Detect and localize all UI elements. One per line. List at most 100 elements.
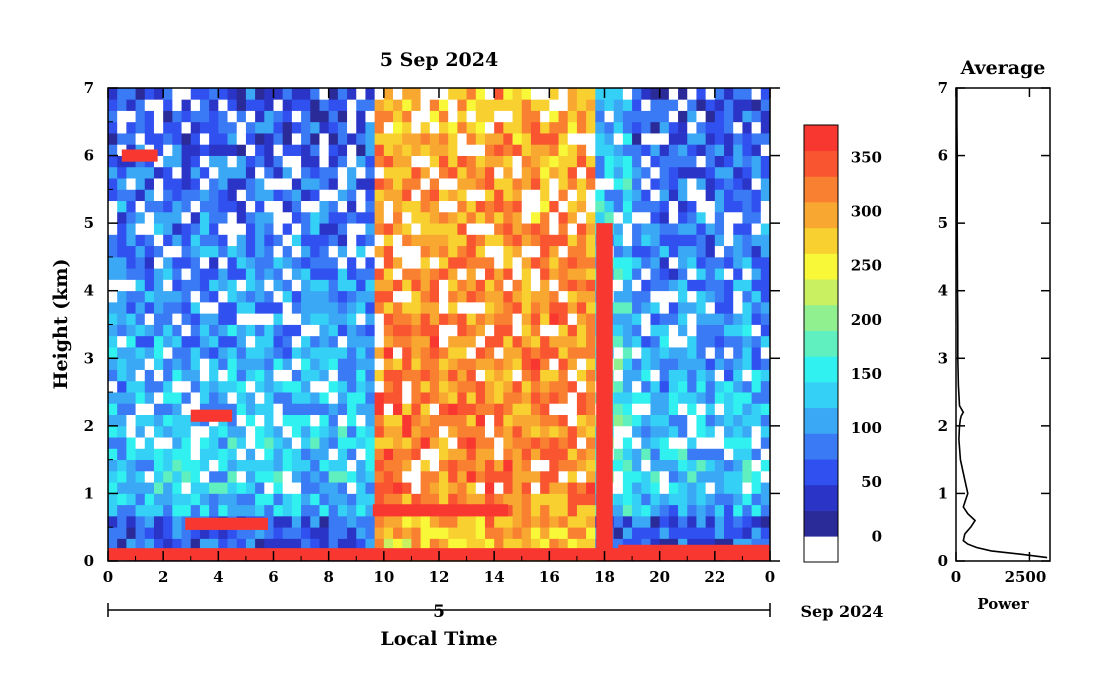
heatmap-cell: [705, 538, 716, 551]
heatmap-cell: [576, 200, 587, 213]
heatmap-cell: [540, 403, 550, 415]
heatmap-cell: [457, 347, 467, 359]
heatmap-cell: [181, 178, 192, 190]
heatmap-cell: [411, 211, 422, 224]
heatmap-cell: [153, 504, 164, 517]
heatmap-cell: [328, 234, 339, 247]
colorbar-frame: [803, 124, 839, 563]
heatmap-cell: [687, 245, 697, 258]
heatmap-cell: [291, 313, 302, 325]
heatmap-cell: [549, 459, 559, 472]
heatmap-cell: [650, 279, 661, 292]
heatmap-cell: [678, 245, 688, 258]
heatmap-cell: [255, 245, 265, 258]
heatmap-cell: [503, 437, 513, 449]
heatmap-cell: [475, 369, 486, 382]
heatmap-cell: [724, 88, 734, 100]
heatmap-cell: [319, 470, 330, 483]
heatmap-cell: [236, 448, 247, 461]
heatmap-cell: [751, 88, 762, 100]
heatmap-cell: [521, 369, 532, 382]
heatmap-cell: [383, 414, 394, 427]
profile-frame: [955, 87, 1051, 562]
heatmap-cell: [521, 189, 532, 202]
heatmap-cell: [126, 347, 136, 359]
heatmap-cell: [209, 313, 219, 325]
heatmap-cell: [705, 448, 716, 461]
heatmap-cell: [475, 538, 486, 551]
heatmap-cell: [641, 482, 651, 494]
heatmap-cell: [530, 279, 541, 292]
heatmap-cell: [521, 290, 532, 303]
heatmap-cell: [540, 369, 550, 382]
heatmap-cell: [512, 290, 523, 303]
heatmap-cell: [273, 256, 284, 269]
heatmap-cell: [282, 324, 293, 337]
heatmap-cell: [439, 256, 449, 269]
heatmap-cell: [687, 515, 697, 528]
heatmap-cell: [411, 256, 422, 269]
heatmap-cell: [172, 538, 182, 551]
heatmap-cell: [117, 403, 127, 415]
heatmap-cell: [576, 538, 587, 551]
heatmap-cell: [751, 155, 762, 168]
heatmap-cell: [255, 313, 265, 325]
heatmap-cell: [236, 459, 247, 472]
heatmap-cell: [163, 301, 173, 314]
heatmap-cell: [558, 470, 569, 483]
heatmap-cell: [393, 335, 403, 348]
heatmap-cell: [714, 324, 725, 337]
heatmap-cell: [135, 493, 146, 506]
heatmap-cell: [742, 121, 753, 134]
heatmap-cell: [659, 301, 670, 314]
heatmap-cell: [245, 504, 256, 517]
heatmap-cell: [172, 133, 182, 145]
heatmap-cell: [245, 437, 256, 449]
heatmap-cell: [742, 279, 753, 292]
heatmap-cell: [733, 223, 743, 235]
heatmap-cell: [126, 437, 136, 449]
heatmap-cell: [227, 155, 238, 168]
heatmap-cell: [448, 358, 458, 370]
heatmap-cell: [153, 279, 164, 292]
heatmap-cell: [724, 504, 734, 517]
heatmap-cell: [172, 211, 182, 224]
heatmap-cell: [319, 437, 330, 449]
heatmap-cell: [576, 144, 587, 156]
heatmap-cell: [328, 279, 339, 292]
heatmap-cell: [466, 403, 477, 415]
heatmap-cell: [273, 121, 284, 134]
heatmap-cell: [586, 324, 596, 337]
heatmap-cell: [724, 99, 734, 111]
heatmap-cell: [549, 133, 559, 145]
heatmap-cell: [218, 470, 228, 483]
heatmap-cell: [420, 538, 431, 551]
heatmap-cell: [420, 470, 431, 483]
heatmap-cell: [521, 358, 532, 370]
heatmap-cell: [356, 178, 366, 190]
heatmap-cell: [724, 437, 734, 449]
heatmap-cell: [411, 358, 422, 370]
heatmap-cell: [448, 369, 458, 382]
heatmap-cell: [218, 380, 228, 393]
heatmap-cell: [420, 211, 431, 224]
heatmap-cell: [742, 256, 753, 269]
heatmap-cell: [273, 178, 284, 190]
heatmap-cell: [576, 88, 587, 100]
heatmap-cell: [641, 223, 651, 235]
heatmap-cell: [742, 380, 753, 393]
heatmap-cell: [236, 99, 247, 111]
heatmap-cell: [503, 504, 513, 517]
heatmap-cell: [108, 178, 118, 190]
heatmap-cell: [632, 482, 642, 494]
heatmap-cell: [236, 470, 247, 483]
heatmap-cell: [402, 200, 412, 213]
heatmap-cell: [595, 211, 605, 224]
heatmap-cell: [411, 290, 422, 303]
heatmap-cell: [540, 279, 550, 292]
heatmap-cell: [733, 538, 743, 551]
heatmap-cell: [448, 493, 458, 506]
heatmap-cell: [439, 347, 449, 359]
heatmap-cell: [742, 369, 753, 382]
heatmap-cell: [429, 110, 440, 123]
